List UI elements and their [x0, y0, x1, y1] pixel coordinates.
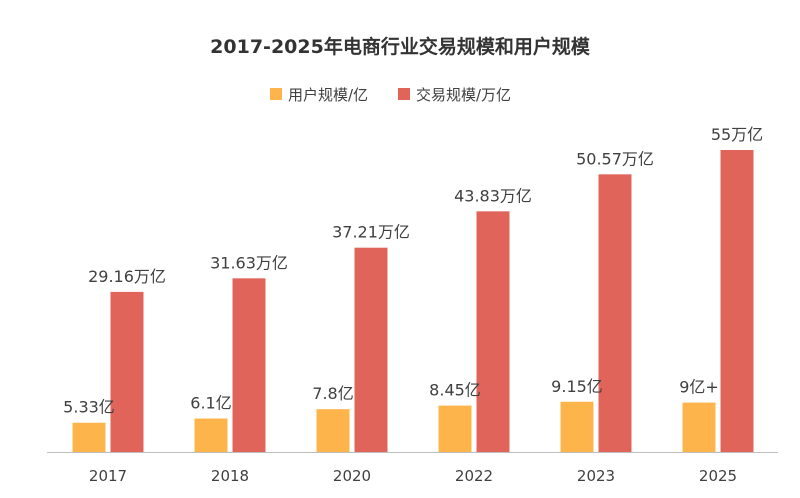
trade-label-2017: 29.16万亿: [88, 267, 166, 286]
x-tick-2023: 2023: [577, 467, 615, 485]
trade-bar-2022: [476, 211, 510, 452]
trade-label-2022: 43.83万亿: [454, 186, 532, 205]
x-tick-2022: 2022: [455, 467, 493, 485]
user-label-2025: 9亿+: [679, 378, 719, 397]
user-bar-2022: [438, 405, 472, 452]
legend: 用户规模/亿 交易规模/万亿: [270, 86, 511, 104]
legend-swatch-2: [398, 88, 410, 100]
x-tick-2025: 2025: [699, 467, 737, 485]
trade-bar-2018: [232, 278, 266, 452]
x-tick-2017: 2017: [89, 467, 127, 485]
trade-label-2020: 37.21万亿: [332, 223, 410, 242]
user-label-2018: 6.1亿: [190, 394, 231, 413]
trade-label-2023: 50.57万亿: [576, 149, 654, 168]
legend-label-1: 用户规模/亿: [288, 86, 368, 104]
user-label-2020: 7.8亿: [312, 384, 353, 403]
x-tick-2020: 2020: [333, 467, 371, 485]
trade-bar-2025: [720, 150, 754, 452]
data-labels-group: 5.33亿 29.16万亿 6.1亿 31.63万亿 7.8亿 37.21万亿 8.45亿 4…: [63, 125, 763, 417]
user-bar-2018: [194, 418, 228, 452]
x-tick-labels: 2017 2018 2020 2022 2023 2025: [89, 467, 737, 485]
trade-bar-2023: [598, 174, 632, 453]
trade-label-2025: 55万亿: [711, 125, 763, 144]
x-tick-2018: 2018: [211, 467, 249, 485]
legend-swatch-1: [270, 88, 282, 100]
trade-bar-2017: [110, 291, 144, 452]
user-label-2017: 5.33亿: [63, 398, 115, 417]
user-label-2023: 9.15亿: [551, 377, 603, 396]
trade-bar-2020: [354, 247, 388, 452]
user-bar-2025: [682, 402, 716, 452]
user-label-2022: 8.45亿: [429, 381, 481, 400]
legend-label-2: 交易规模/万亿: [416, 86, 511, 104]
bars-group: [72, 150, 754, 453]
chart-title: 2017-2025年电商行业交易规模和用户规模: [210, 35, 591, 58]
user-bar-2020: [316, 409, 350, 452]
user-bar-2023: [560, 401, 594, 452]
user-bar-2017: [72, 422, 106, 452]
trade-label-2018: 31.63万亿: [210, 253, 288, 272]
